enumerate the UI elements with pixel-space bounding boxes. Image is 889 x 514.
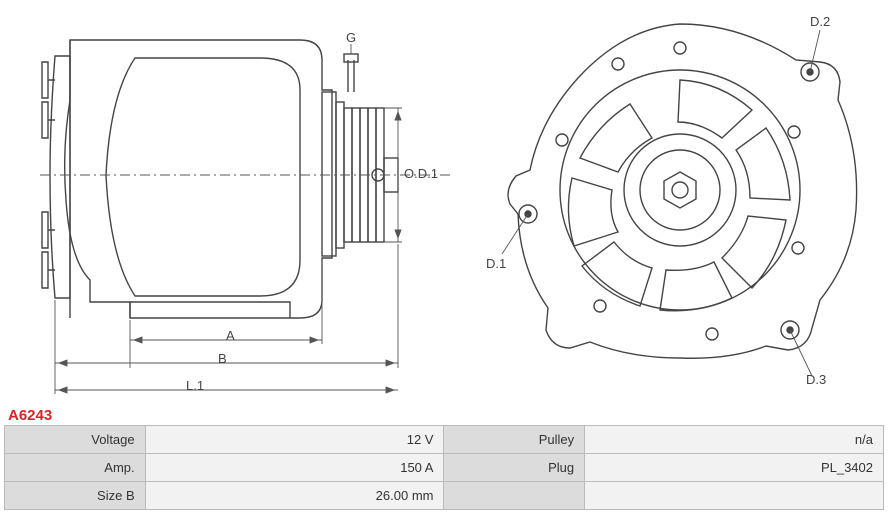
spec-value: 12 V [145, 426, 444, 454]
label-od1: O.D.1 [404, 166, 438, 181]
diagram-area: G O.D.1 A B L.1 [0, 0, 889, 400]
part-number: A6243 [8, 407, 52, 424]
spec-label: Pulley [444, 426, 585, 454]
table-row: Size B 26.00 mm [5, 482, 884, 510]
spec-table: Voltage 12 V Pulley n/a Amp. 150 A Plug … [4, 425, 884, 510]
spec-value: 150 A [145, 454, 444, 482]
table-row: Amp. 150 A Plug PL_3402 [5, 454, 884, 482]
front-view-drawing [460, 0, 889, 400]
spec-value: PL_3402 [585, 454, 884, 482]
spec-value [585, 482, 884, 510]
table-row: Voltage 12 V Pulley n/a [5, 426, 884, 454]
label-b: B [218, 351, 227, 366]
label-d2: D.2 [810, 14, 830, 29]
spec-label: Voltage [5, 426, 146, 454]
spec-value: 26.00 mm [145, 482, 444, 510]
label-a: A [226, 328, 235, 343]
spec-label: Amp. [5, 454, 146, 482]
label-d1: D.1 [486, 256, 506, 271]
spec-label [444, 482, 585, 510]
spec-value: n/a [585, 426, 884, 454]
spec-label: Size B [5, 482, 146, 510]
label-d3: D.3 [806, 372, 826, 387]
spec-label: Plug [444, 454, 585, 482]
label-l1: L.1 [186, 378, 204, 393]
label-g: G [346, 30, 356, 45]
